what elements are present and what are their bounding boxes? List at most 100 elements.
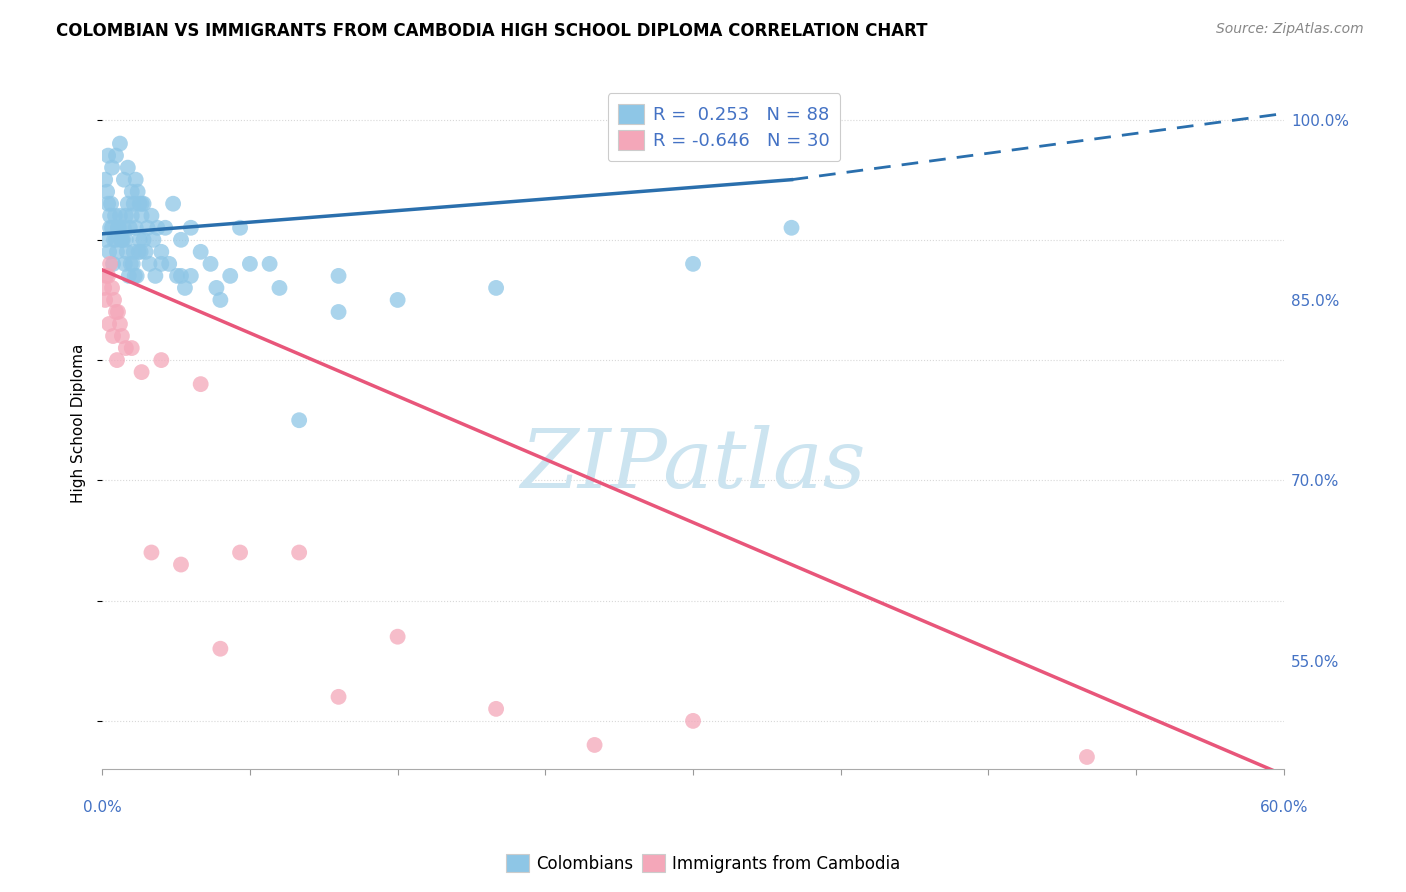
Point [209, 293, 232, 307]
Point [122, 244, 145, 259]
Point [129, 244, 152, 259]
Point [98, 257, 121, 271]
Point [485, 702, 508, 716]
Point [229, 545, 252, 559]
Point [111, 233, 134, 247]
Point [121, 209, 143, 223]
Point [180, 268, 202, 283]
Point [105, 305, 128, 319]
Point [101, 329, 124, 343]
Point [98, 244, 121, 259]
Point [229, 220, 252, 235]
Point [121, 257, 143, 271]
Point [259, 257, 281, 271]
Point [117, 161, 139, 175]
Point [104, 209, 127, 223]
Point [108, 220, 131, 235]
Point [135, 244, 157, 259]
Point [105, 244, 128, 259]
Point [138, 257, 160, 271]
Point [155, 220, 177, 235]
Point [121, 185, 143, 199]
Point [166, 268, 188, 283]
Point [117, 196, 139, 211]
Point [128, 233, 150, 247]
Point [105, 353, 128, 368]
Point [219, 268, 242, 283]
Point [190, 377, 212, 392]
Point [190, 244, 212, 259]
Point [97, 148, 120, 162]
Point [94, 293, 117, 307]
Point [115, 341, 138, 355]
Point [136, 220, 159, 235]
Point [108, 209, 131, 223]
Text: 60.0%: 60.0% [1260, 799, 1308, 814]
Text: Source: ZipAtlas.com: Source: ZipAtlas.com [1216, 22, 1364, 37]
Point [112, 220, 135, 235]
Point [97, 268, 120, 283]
Point [328, 305, 350, 319]
Point [583, 738, 606, 752]
Point [101, 220, 124, 235]
Point [239, 257, 262, 271]
Point [682, 714, 704, 728]
Point [170, 233, 193, 247]
Y-axis label: High School Diploma: High School Diploma [72, 343, 86, 503]
Point [162, 196, 184, 211]
Point [125, 220, 148, 235]
Point [108, 136, 131, 151]
Point [101, 161, 124, 175]
Point [682, 257, 704, 271]
Point [93, 281, 115, 295]
Point [269, 281, 291, 295]
Point [105, 148, 128, 162]
Point [485, 281, 508, 295]
Point [96, 185, 118, 199]
Point [780, 220, 803, 235]
Point [118, 268, 141, 283]
Point [121, 341, 143, 355]
Point [132, 196, 155, 211]
Point [170, 558, 193, 572]
Point [170, 268, 193, 283]
Point [94, 268, 117, 283]
Point [288, 545, 311, 559]
Point [115, 244, 138, 259]
Point [131, 365, 153, 379]
Point [94, 172, 117, 186]
Point [328, 690, 350, 704]
Point [128, 196, 150, 211]
Point [94, 233, 117, 247]
Point [200, 257, 222, 271]
Text: 0.0%: 0.0% [83, 799, 121, 814]
Point [101, 281, 124, 295]
Point [146, 220, 169, 235]
Point [111, 233, 134, 247]
Point [141, 545, 163, 559]
Text: COLOMBIAN VS IMMIGRANTS FROM CAMBODIA HIGH SCHOOL DIPLOMA CORRELATION CHART: COLOMBIAN VS IMMIGRANTS FROM CAMBODIA HI… [56, 22, 928, 40]
Point [112, 172, 135, 186]
Point [174, 281, 197, 295]
Point [131, 209, 153, 223]
Point [97, 196, 120, 211]
Point [132, 233, 155, 247]
Point [209, 641, 232, 656]
Point [107, 305, 129, 319]
Point [128, 244, 150, 259]
Point [115, 209, 138, 223]
Point [157, 257, 180, 271]
Point [131, 196, 153, 211]
Point [125, 268, 148, 283]
Point [114, 257, 136, 271]
Point [150, 257, 173, 271]
Point [98, 220, 121, 235]
Point [125, 172, 148, 186]
Point [107, 220, 129, 235]
Legend: Colombians, Immigrants from Cambodia: Colombians, Immigrants from Cambodia [499, 847, 907, 880]
Point [387, 630, 409, 644]
Point [98, 317, 121, 331]
Point [101, 257, 124, 271]
Point [105, 233, 128, 247]
Legend: R =  0.253   N = 88, R = -0.646   N = 30: R = 0.253 N = 88, R = -0.646 N = 30 [607, 94, 841, 161]
